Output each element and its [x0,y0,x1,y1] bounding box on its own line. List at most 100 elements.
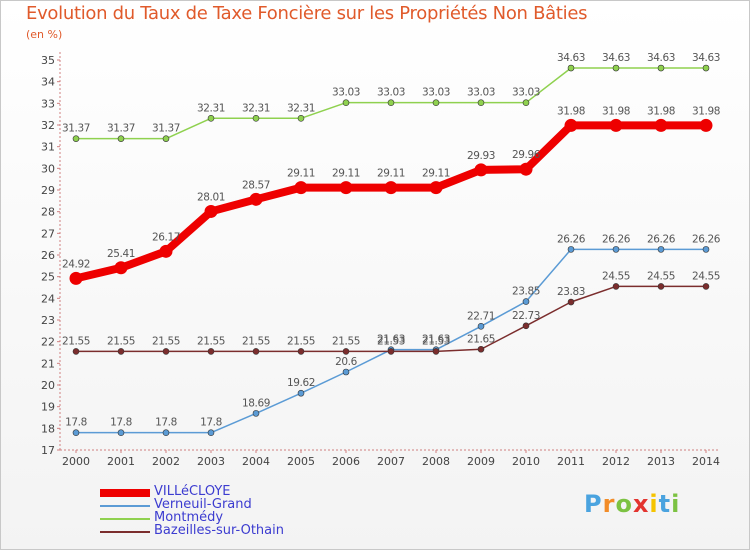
data-label: 34.63 [647,52,675,64]
data-label: 33.03 [422,87,450,99]
data-point [387,348,395,355]
data-label: 29.11 [287,168,315,180]
data-label: 21.55 [242,335,270,347]
logo-letter: o [615,490,633,518]
data-label: 17.8 [200,417,222,429]
y-tick-label: 23 [41,314,55,327]
y-tick-label: 35 [41,54,55,67]
data-point [702,283,710,290]
data-point [342,99,350,106]
data-point [432,348,440,355]
data-point [654,118,668,132]
x-tick-label: 2009 [467,455,495,468]
data-label: 32.31 [197,102,225,114]
data-point [72,348,80,355]
y-tick-label: 24 [41,292,55,305]
y-tick-label: 27 [41,227,55,240]
data-label: 31.37 [62,123,90,135]
data-point [612,64,620,72]
y-tick-label: 34 [41,76,55,89]
data-label: 25.41 [107,248,135,260]
data-label: 29.11 [332,168,360,180]
data-point [72,135,80,142]
data-point [699,118,713,132]
data-label: 18.69 [242,397,270,409]
y-tick-label: 20 [41,379,55,392]
data-point [519,162,533,176]
data-point [117,135,125,142]
y-tick-label: 19 [41,401,55,414]
x-tick-label: 2013 [647,455,675,468]
data-point [207,348,215,355]
data-point [252,114,260,122]
data-point [522,298,530,305]
data-label: 24.55 [647,270,675,282]
data-label: 26.26 [602,233,631,245]
x-tick-label: 2007 [377,455,405,468]
x-tick-label: 2003 [197,455,225,468]
data-point [294,181,308,195]
data-label: 29.96 [512,149,541,161]
data-label: 23.85 [512,286,540,298]
legend-label: Bazeilles-sur-Othain [154,523,284,538]
data-point [522,322,530,330]
y-tick-label: 32 [41,119,55,132]
data-label: 32.31 [242,102,270,114]
data-label: 21.55 [62,335,90,347]
data-point [612,283,620,290]
x-tick-label: 2002 [152,455,180,468]
data-label: 34.63 [557,52,585,64]
data-label: 33.03 [467,87,495,99]
data-point [342,348,350,355]
data-label: 34.63 [602,52,630,64]
data-label: 33.03 [332,87,360,99]
data-label: 31.98 [647,105,675,117]
data-point [207,114,215,122]
x-tick-label: 2012 [602,455,630,468]
data-label: 17.8 [110,417,132,429]
x-tick-label: 2014 [692,455,720,468]
x-tick-label: 2008 [422,455,450,468]
logo-letter: x [632,490,650,518]
data-point [69,271,83,285]
data-point [297,389,305,397]
legend-swatch [100,531,150,533]
data-label: 29.11 [377,168,405,180]
proxiti-logo: Proxiti [584,490,680,518]
data-label: 26.17 [152,231,180,243]
y-tick-label: 25 [41,271,55,284]
data-label: 32.31 [287,102,315,114]
data-label: 29.11 [422,168,450,180]
data-point [117,348,125,355]
y-tick-label: 29 [41,184,55,197]
data-point [162,135,170,142]
data-point [339,181,353,195]
data-point [72,429,80,436]
logo-letter: t [658,490,672,518]
data-label: 31.37 [152,123,180,135]
data-label: 28.57 [242,179,270,191]
data-point [657,283,665,290]
data-label: 20.6 [335,356,357,368]
data-point [657,64,665,72]
data-point [702,246,710,253]
legend-swatch [100,505,150,507]
data-label: 21.55 [152,335,180,347]
data-point [204,204,218,218]
y-tick-label: 26 [41,249,55,262]
data-label: 21.55 [287,335,315,347]
data-label: 34.63 [692,52,720,64]
data-point [162,348,170,355]
y-tick-label: 28 [41,206,55,219]
data-point [567,64,575,72]
data-label: 26.26 [647,233,676,245]
legend-swatch [100,489,150,497]
data-label: 24.92 [62,258,90,270]
data-point [342,368,350,376]
legend-label: Montmédy [154,510,224,525]
x-tick-label: 2011 [557,455,585,468]
data-label: 31.98 [557,105,585,117]
data-point [384,181,398,195]
